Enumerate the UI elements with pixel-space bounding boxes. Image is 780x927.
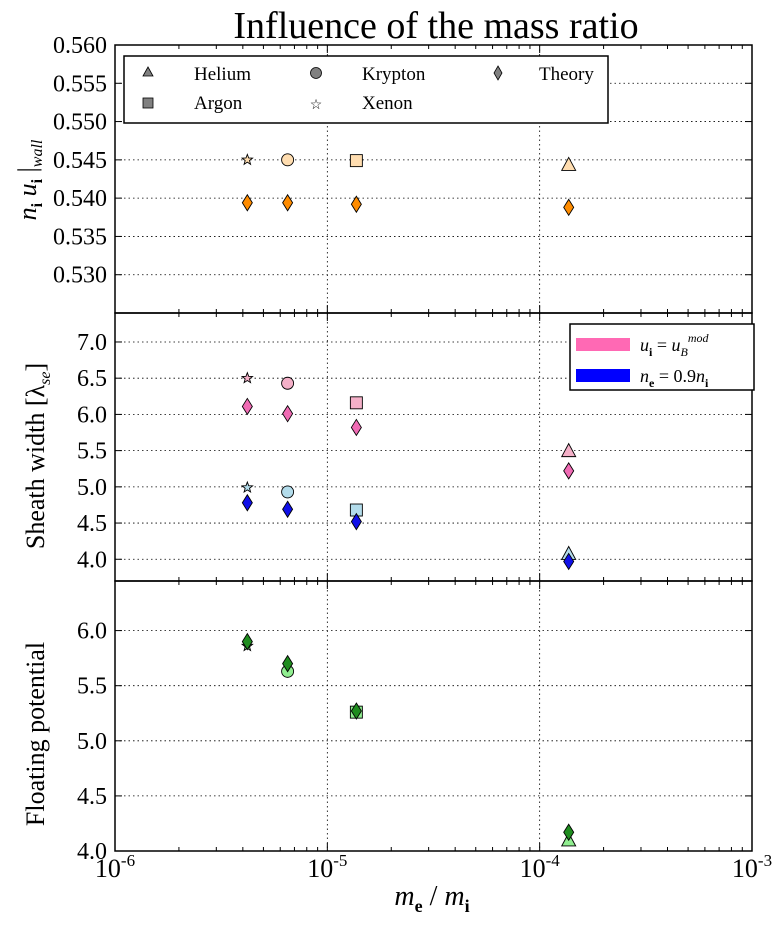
x-tick-labels: 10-6 10-5 10-4 10-3 — [95, 851, 772, 883]
triangle-marker-icon — [142, 66, 154, 77]
diamond-data-point — [350, 418, 362, 437]
legend-item-argon: Argon — [142, 93, 243, 114]
triangle-data-point — [560, 442, 577, 458]
circle-marker-icon — [310, 67, 322, 79]
diamond-data-point — [241, 397, 253, 416]
legend-swatch-pink — [576, 338, 630, 351]
y-tick-label: 6.0 — [77, 619, 107, 645]
legend-swatch-blue — [576, 369, 630, 382]
y-tick-label: 0.540 — [53, 186, 107, 212]
square-data-point — [349, 154, 363, 168]
x-axis-label: me / mi — [394, 881, 469, 916]
diamond-data-point — [282, 500, 294, 519]
circle-data-point — [281, 376, 295, 390]
y-tick-label: 5.0 — [77, 475, 107, 501]
data-potential — [240, 632, 577, 847]
y-tick-label: 0.545 — [53, 148, 107, 174]
y-tick-label: 5.5 — [77, 439, 107, 465]
svg-text:Xenon: Xenon — [362, 93, 413, 114]
svg-text:me / mi: me / mi — [394, 881, 469, 916]
star-data-point — [240, 371, 254, 384]
y-tick-label: 0.550 — [53, 110, 107, 136]
triangle-data-point — [560, 156, 577, 171]
y-axis-label-potential: Floating potential — [21, 642, 50, 826]
legend-item-helium: Helium — [142, 64, 251, 85]
svg-text:ni ui |wall: ni ui |wall — [13, 139, 46, 220]
y-tick-label: 5.0 — [77, 729, 107, 755]
legend-item-krypton: Krypton — [310, 64, 426, 85]
panel-potential: 4.0 4.5 5.0 5.5 6.0 — [77, 580, 753, 865]
panel-flux: 0.530 0.535 0.540 0.545 0.550 0.555 0.560 — [53, 33, 753, 314]
square-marker-icon — [142, 97, 154, 109]
chart-title: Influence of the mass ratio — [233, 5, 638, 47]
star-marker-icon: ☆ — [310, 98, 323, 113]
diamond-data-point — [241, 632, 253, 651]
svg-text:Krypton: Krypton — [362, 64, 426, 85]
circle-data-point — [281, 485, 295, 499]
diamond-data-point — [563, 552, 575, 571]
chart-panels: 0.5300.5350.5400.5450.5500.5550.5604.04.… — [53, 33, 772, 883]
y-axis-label-sheath: Sheath width [λse] — [21, 363, 54, 549]
y-tick-label: 5.5 — [77, 674, 107, 700]
y-tick-label: 4.5 — [77, 511, 107, 537]
diamond-data-point — [241, 493, 253, 512]
y-tick-label: 7.0 — [77, 330, 107, 356]
circle-data-point — [281, 153, 295, 167]
legend-item-xenon: ☆ Xenon — [310, 93, 413, 114]
y-tick-label: 4.0 — [77, 839, 107, 865]
panel-sheath: 4.0 4.5 5.0 5.5 6.0 6.5 7.0 — [77, 312, 753, 582]
diamond-data-point — [350, 195, 362, 214]
y-tick-label: 0.530 — [53, 263, 107, 289]
diamond-data-point — [350, 702, 362, 720]
legend-item-theory: Theory — [493, 64, 594, 85]
svg-text:Argon: Argon — [194, 93, 243, 114]
diamond-data-point — [282, 404, 294, 423]
y-axis-potential: 4.0 4.5 5.0 5.5 6.0 — [77, 619, 752, 865]
species-legend: Helium Argon Krypton ☆ Xenon Theory — [123, 55, 609, 124]
star-data-point — [240, 480, 254, 494]
diamond-data-point — [282, 193, 294, 212]
x-ticks-potential — [114, 581, 743, 851]
y-tick-label: 0.560 — [53, 33, 107, 59]
sheath-legend: ui = uBmod ne = 0.9ni — [569, 323, 755, 391]
y-axis-flux: 0.530 0.535 0.540 0.545 0.550 0.555 0.560 — [53, 33, 752, 289]
y-tick-label: 6.0 — [77, 402, 107, 428]
diamond-data-point — [282, 654, 294, 673]
y-axis-sheath: 4.0 4.5 5.0 5.5 6.0 6.5 7.0 — [77, 330, 752, 573]
diamond-marker-icon — [493, 65, 503, 81]
y-tick-label: 0.555 — [53, 71, 107, 97]
y-tick-label: 4.5 — [77, 784, 107, 810]
data-sheath — [240, 371, 577, 571]
svg-text:Theory: Theory — [539, 64, 594, 85]
data-flux — [240, 153, 577, 217]
diamond-data-point — [350, 512, 362, 531]
svg-text:Helium: Helium — [194, 64, 251, 85]
x-tick-label: 10-6 — [95, 851, 135, 883]
diamond-data-point — [563, 198, 575, 217]
diamond-data-point — [563, 462, 575, 480]
svg-text:Floating potential: Floating potential — [21, 642, 50, 826]
x-tick-label: 10-3 — [732, 851, 772, 883]
svg-text:Sheath width [λse]: Sheath width [λse] — [21, 363, 54, 549]
y-tick-label: 4.0 — [77, 547, 107, 573]
panel-frame-potential — [114, 580, 753, 852]
star-data-point — [240, 153, 254, 166]
diamond-data-point — [241, 193, 253, 212]
diamond-data-point — [563, 823, 575, 842]
square-data-point — [349, 396, 363, 410]
y-tick-label: 0.535 — [53, 224, 107, 250]
x-tick-label: 10-4 — [520, 851, 561, 883]
x-tick-label: 10-5 — [307, 851, 347, 883]
y-tick-label: 6.5 — [77, 366, 107, 392]
y-axis-label-flux: ni ui |wall — [13, 139, 46, 220]
grid-potential — [115, 581, 752, 851]
